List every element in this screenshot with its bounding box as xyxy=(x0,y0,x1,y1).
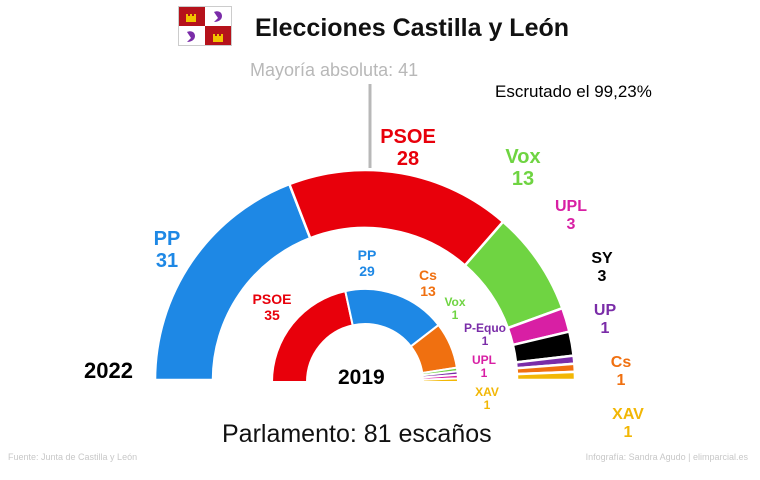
party-label-2019-upl: UPL 1 xyxy=(472,353,496,381)
party-label-2019-vox: Vox 1 xyxy=(444,295,466,323)
scrutiny-label: Escrutado el 99,23% xyxy=(495,82,652,101)
year-label-2019: 2019 xyxy=(338,366,385,389)
party-label-2019-xav: XAV 1 xyxy=(475,385,499,413)
castilla-leon-flag-icon xyxy=(178,6,232,46)
credit-note: Infografía: Sandra Agudo | elimparcial.e… xyxy=(585,452,748,462)
chart-title: Elecciones Castilla y León xyxy=(255,14,570,42)
year-label-2022: 2022 xyxy=(84,358,133,383)
seat-arc-2022-psoe xyxy=(287,168,505,268)
source-note: Fuente: Junta de Castilla y León xyxy=(8,452,138,462)
party-label-2022-psoe: PSOE 28 xyxy=(380,126,436,171)
seat-arc-2022-xav xyxy=(515,370,577,382)
party-label-2019-psoe: PSOE 35 xyxy=(252,291,292,323)
party-label-2022-vox: Vox 13 xyxy=(505,146,541,191)
party-label-2022-xav: XAV 1 xyxy=(612,406,644,441)
party-label-2019-p-equo: P-Equo 1 xyxy=(464,321,506,349)
party-label-2022-up: UP 1 xyxy=(593,302,617,337)
party-label-2022-sy: SY 3 xyxy=(591,250,613,285)
party-label-2019-pp: PP 29 xyxy=(357,247,377,279)
parliament-seats-label: Parlamento: 81 escaños xyxy=(222,420,492,448)
party-label-2022-upl: UPL 3 xyxy=(555,198,587,233)
party-label-2019-cs: Cs 13 xyxy=(419,267,437,299)
majority-label: Mayoría absoluta: 41 xyxy=(250,60,419,80)
party-label-2022-pp: PP 31 xyxy=(153,228,181,273)
party-label-2022-cs: Cs 1 xyxy=(610,354,632,389)
seat-arc-2019-xav xyxy=(421,377,460,383)
